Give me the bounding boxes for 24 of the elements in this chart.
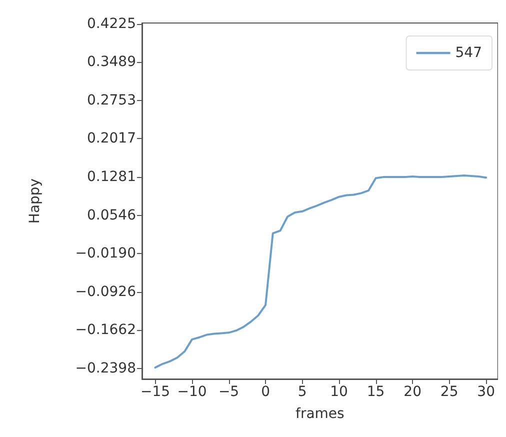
y-axis-title: Happy xyxy=(27,178,43,224)
x-tick-label: −5 xyxy=(218,384,240,400)
x-tick-label: 30 xyxy=(477,384,496,400)
y-tick-label: 0.2017 xyxy=(87,130,136,147)
x-tick-label: 20 xyxy=(404,384,422,400)
x-tick-label: −15 xyxy=(140,384,170,400)
y-tick-label: 0.1281 xyxy=(87,169,136,186)
line-series xyxy=(154,174,488,369)
x-axis-title: frames xyxy=(296,406,344,422)
y-tick-label: −0.0926 xyxy=(75,284,136,300)
x-tick-label: 15 xyxy=(366,384,385,400)
y-tick-label: −0.2398 xyxy=(75,360,136,376)
x-tick-label: 25 xyxy=(440,384,458,400)
x-tick-label: 5 xyxy=(298,384,307,400)
x-tick-label: −10 xyxy=(177,384,207,400)
y-tick-label: −0.0190 xyxy=(75,246,136,262)
y-tick-label: 0.0546 xyxy=(87,207,136,224)
x-tick-label: 0 xyxy=(261,384,270,400)
legend-label: 547 xyxy=(455,45,482,61)
y-tick-label: −0.1662 xyxy=(75,322,136,338)
y-tick-label: 0.2753 xyxy=(87,92,136,108)
x-tick-label: 10 xyxy=(330,384,348,400)
y-tick-label: 0.3489 xyxy=(87,54,136,70)
y-tick-label: 0.4225 xyxy=(87,16,136,32)
